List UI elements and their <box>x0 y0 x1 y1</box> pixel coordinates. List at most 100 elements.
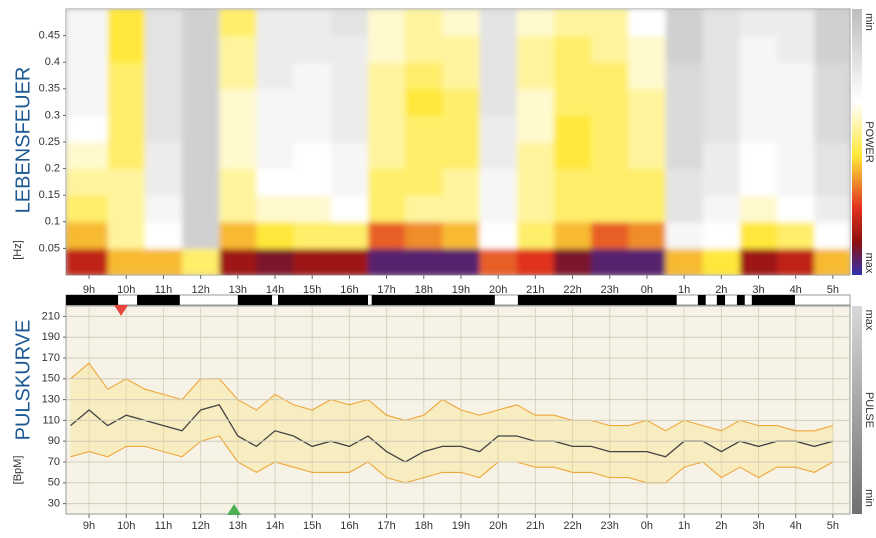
y-tick-label: 0.35 <box>39 83 60 95</box>
chart-title: LEBENSFEUER <box>12 67 34 214</box>
y-tick-label: 110 <box>42 414 60 426</box>
heat-cell <box>256 115 295 143</box>
heat-cell <box>256 195 295 223</box>
heat-cell <box>107 221 146 249</box>
heat-cell <box>665 35 704 63</box>
x-tick-label: 14h <box>266 284 284 296</box>
x-tick-label: 16h <box>340 520 358 532</box>
heat-cell <box>367 62 406 90</box>
heat-cell <box>182 9 220 37</box>
heat-cell <box>144 195 183 223</box>
heat-cell <box>591 35 629 63</box>
heat-cell <box>516 9 555 37</box>
x-tick-label: 0h <box>641 520 653 532</box>
heat-cell <box>516 35 555 63</box>
colorbar-label: PULSE <box>863 392 875 428</box>
x-tick-label: 12h <box>191 284 209 296</box>
heat-cell <box>777 195 815 223</box>
heat-cell <box>293 221 332 249</box>
x-tick-label: 9h <box>83 520 95 532</box>
heat-cell <box>367 195 406 223</box>
heat-cell <box>628 115 667 143</box>
heat-cell <box>628 62 667 90</box>
heat-cell <box>256 62 295 90</box>
heat-cell <box>516 221 555 249</box>
y-tick-label: 30 <box>48 498 60 510</box>
heat-cell <box>442 9 481 37</box>
heat-cell <box>665 142 704 170</box>
heat-cell <box>66 9 109 37</box>
heat-cell <box>739 62 778 90</box>
colorbar-label: max <box>863 253 875 274</box>
pulse-line <box>70 404 834 463</box>
x-tick-label: 12h <box>191 520 209 532</box>
heat-cell <box>256 248 295 275</box>
x-tick-label: 3h <box>752 284 764 296</box>
x-tick-label: 15h <box>303 520 321 532</box>
heat-cell <box>219 88 257 116</box>
activity-segment <box>277 295 368 305</box>
heat-cell <box>219 195 257 223</box>
heat-cell <box>665 195 704 223</box>
heat-cell <box>665 168 704 196</box>
heat-cell <box>330 115 369 143</box>
y-tick-label: 0.3 <box>45 109 60 121</box>
heat-cell <box>256 9 295 37</box>
x-tick-label: 16h <box>340 284 358 296</box>
heat-cell <box>330 248 369 275</box>
heat-cell <box>814 248 850 275</box>
y-tick-label: 0.25 <box>39 136 60 148</box>
heat-cell <box>628 9 667 37</box>
heat-cell <box>516 62 555 90</box>
colorbar-label: max <box>863 310 875 331</box>
heat-cell <box>405 115 443 143</box>
heat-cell <box>628 168 667 196</box>
heat-cell <box>814 62 850 90</box>
heat-cell <box>182 62 220 90</box>
heat-cell <box>702 221 741 249</box>
heat-cell <box>665 248 704 275</box>
x-tick-label: 23h <box>601 284 619 296</box>
heat-cell <box>777 62 815 90</box>
heat-cell <box>442 248 481 275</box>
heat-cell <box>702 62 741 90</box>
heat-cell <box>553 195 592 223</box>
x-tick-label: 19h <box>452 284 470 296</box>
heat-cell <box>219 168 257 196</box>
heat-cell <box>66 248 109 275</box>
pulse-band <box>70 363 833 483</box>
heat-cell <box>702 248 741 275</box>
heat-cell <box>256 221 295 249</box>
heat-cell <box>293 195 332 223</box>
x-tick-label: 21h <box>526 284 544 296</box>
heat-cell <box>628 195 667 223</box>
pulse-line <box>70 362 834 432</box>
heat-cell <box>479 248 518 275</box>
heat-cell <box>479 195 518 223</box>
heat-cell <box>553 248 592 275</box>
heat-cell <box>330 142 369 170</box>
chart-title: PULSKURVE <box>12 320 34 441</box>
time-marker <box>227 504 242 515</box>
heat-cell <box>665 115 704 143</box>
y-tick-label: 0.2 <box>45 163 60 175</box>
heat-cell <box>814 115 850 143</box>
heat-cell <box>330 168 369 196</box>
heat-cell <box>107 35 146 63</box>
heat-cell <box>814 9 850 37</box>
heat-cell <box>367 142 406 170</box>
heat-cell <box>367 248 406 275</box>
heat-cell <box>442 62 481 90</box>
heat-cell <box>182 195 220 223</box>
heat-cell <box>367 9 406 37</box>
heat-cell <box>256 168 295 196</box>
heat-cell <box>591 221 629 249</box>
heat-cell <box>66 168 109 196</box>
x-tick-label: 1h <box>678 520 690 532</box>
x-tick-label: 20h <box>489 284 507 296</box>
heat-cell <box>479 35 518 63</box>
heat-cell <box>182 88 220 116</box>
activity-segment <box>517 295 677 305</box>
heat-cell <box>479 142 518 170</box>
activity-segment <box>237 295 273 305</box>
